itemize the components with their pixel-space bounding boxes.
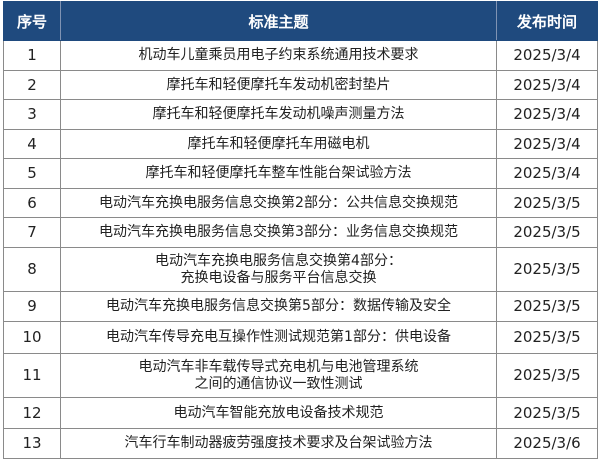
row-index: 1 — [3, 40, 61, 71]
row-title-line: 电动汽车非车载传导式充电机与电池管理系统 — [138, 358, 419, 375]
row-index: 2 — [3, 70, 61, 100]
row-title-line: 汽车行车制动器疲劳强度技术要求及台架试验方法 — [124, 435, 433, 451]
table-row: 13 汽车行车制动器疲劳强度技术要求及台架试验方法 2025/3/6 — [3, 428, 598, 459]
row-date: 2025/3/4 — [496, 129, 598, 159]
row-title-line: 机动车儿童乘员用电子约束系统通用技术要求 — [138, 47, 419, 63]
row-title-line: 电动汽车智能充放电设备技术规范 — [173, 404, 384, 421]
row-index: 6 — [3, 188, 61, 218]
table-row: 7 电动汽车充换电服务信息交换第3部分：业务信息交换规范 2025/3/5 — [3, 217, 598, 248]
row-title-line: 电动汽车充换电服务信息交换第2部分：公共信息交换规范 — [99, 194, 458, 211]
row-index: 13 — [3, 428, 61, 459]
row-index: 3 — [3, 99, 61, 130]
table-row: 2 摩托车和轻便摩托车发动机密封垫片 2025/3/4 — [3, 70, 598, 100]
standards-table: 序号 标准主题 发布时间 1 机动车儿童乘员用电子约束系统通用技术要求 2025/3… — [3, 1, 598, 459]
row-date: 2025/3/5 — [496, 321, 598, 354]
row-date: 2025/3/5 — [496, 188, 598, 218]
row-index: 5 — [3, 158, 61, 189]
table-row: 4 摩托车和轻便摩托车用磁电机 2025/3/4 — [3, 129, 598, 159]
row-title: 汽车行车制动器疲劳强度技术要求及台架试验方法 — [60, 428, 497, 459]
table-row: 1 机动车儿童乘员用电子约束系统通用技术要求 2025/3/4 — [3, 40, 598, 71]
row-index: 7 — [3, 217, 61, 248]
row-date: 2025/3/5 — [496, 247, 598, 292]
row-index: 12 — [3, 397, 61, 429]
table-row: 10 电动汽车传导充电互操作性测试规范第1部分：供电设备 2025/3/5 — [3, 321, 598, 354]
table-row: 12 电动汽车智能充放电设备技术规范 2025/3/5 — [3, 397, 598, 429]
row-title-line: 摩托车和轻便摩托车用磁电机 — [187, 135, 370, 152]
table-header-row: 序号 标准主题 发布时间 — [3, 1, 598, 41]
row-title-line: 摩托车和轻便摩托车整车性能台架试验方法 — [145, 165, 412, 181]
row-date: 2025/3/4 — [496, 40, 598, 71]
row-title: 电动汽车传导充电互操作性测试规范第1部分：供电设备 — [60, 321, 497, 354]
row-title-line: 电动汽车充换电服务信息交换第5部分：数据传输及安全 — [106, 298, 451, 314]
table-row: 3 摩托车和轻便摩托车发动机噪声测量方法 2025/3/4 — [3, 99, 598, 130]
row-title-line-2: 之间的通信协议一致性测试 — [194, 375, 363, 392]
row-title: 机动车儿童乘员用电子约束系统通用技术要求 — [60, 40, 497, 71]
header-title: 标准主题 — [60, 1, 497, 41]
table-row: 11 电动汽车非车载传导式充电机与电池管理系统 之间的通信协议一致性测试 2025/3… — [3, 353, 598, 398]
header-date: 发布时间 — [496, 1, 598, 41]
table-row: 8 电动汽车充换电服务信息交换第4部分： 充换电设备与服务平台信息交换 2025/3/… — [3, 247, 598, 292]
row-date: 2025/3/5 — [496, 291, 598, 322]
row-title-line: 电动汽车传导充电互操作性测试规范第1部分：供电设备 — [106, 329, 451, 345]
row-title-line: 摩托车和轻便摩托车发动机密封垫片 — [166, 76, 391, 93]
row-date: 2025/3/5 — [496, 353, 598, 398]
row-title: 电动汽车非车载传导式充电机与电池管理系统 之间的通信协议一致性测试 — [60, 353, 497, 398]
row-title: 电动汽车充换电服务信息交换第3部分：业务信息交换规范 — [60, 217, 497, 248]
row-title: 电动汽车充换电服务信息交换第4部分： 充换电设备与服务平台信息交换 — [60, 247, 497, 292]
row-date: 2025/3/5 — [496, 217, 598, 248]
row-title-line: 电动汽车充换电服务信息交换第3部分：业务信息交换规范 — [99, 224, 458, 240]
table-row: 9 电动汽车充换电服务信息交换第5部分：数据传输及安全 2025/3/5 — [3, 291, 598, 322]
row-title: 电动汽车智能充放电设备技术规范 — [60, 397, 497, 429]
row-index: 4 — [3, 129, 61, 159]
row-title: 摩托车和轻便摩托车发动机密封垫片 — [60, 70, 497, 100]
row-date: 2025/3/4 — [496, 70, 598, 100]
row-title: 电动汽车充换电服务信息交换第2部分：公共信息交换规范 — [60, 188, 497, 218]
row-date: 2025/3/5 — [496, 397, 598, 429]
table-row: 6 电动汽车充换电服务信息交换第2部分：公共信息交换规范 2025/3/5 — [3, 188, 598, 218]
row-date: 2025/3/4 — [496, 158, 598, 189]
row-date: 2025/3/4 — [496, 99, 598, 130]
row-index: 11 — [3, 353, 61, 398]
row-title: 摩托车和轻便摩托车发动机噪声测量方法 — [60, 99, 497, 130]
row-title: 电动汽车充换电服务信息交换第5部分：数据传输及安全 — [60, 291, 497, 322]
row-title-line: 电动汽车充换电服务信息交换第4部分： — [155, 252, 402, 269]
header-index: 序号 — [3, 1, 61, 41]
row-date: 2025/3/6 — [496, 428, 598, 459]
row-index: 9 — [3, 291, 61, 322]
row-title-line: 摩托车和轻便摩托车发动机噪声测量方法 — [152, 106, 405, 122]
row-index: 10 — [3, 321, 61, 354]
row-index: 8 — [3, 247, 61, 292]
row-title-line-2: 充换电设备与服务平台信息交换 — [180, 269, 377, 286]
row-title: 摩托车和轻便摩托车用磁电机 — [60, 129, 497, 159]
row-title: 摩托车和轻便摩托车整车性能台架试验方法 — [60, 158, 497, 189]
table-row: 5 摩托车和轻便摩托车整车性能台架试验方法 2025/3/4 — [3, 158, 598, 189]
